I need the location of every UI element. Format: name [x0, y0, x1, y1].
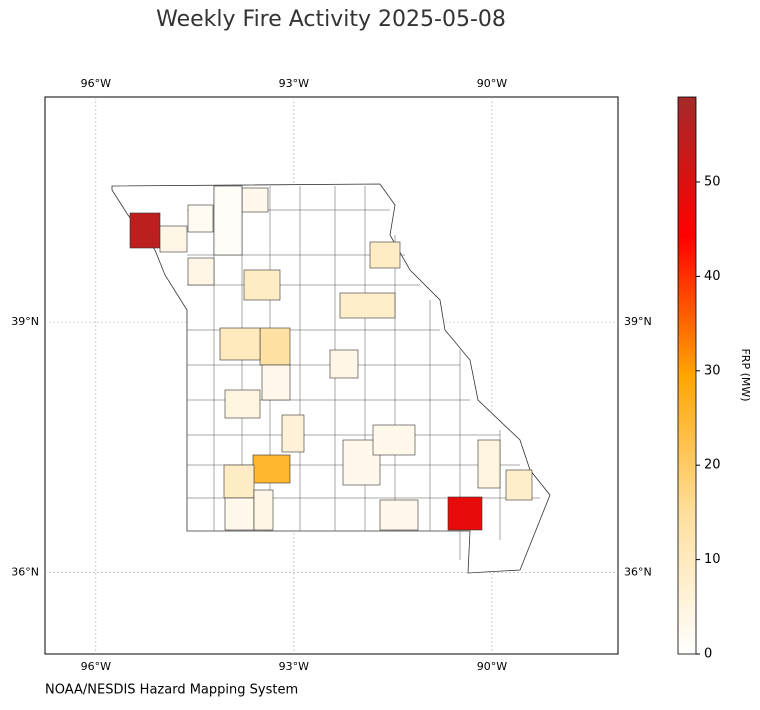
county — [339, 292, 396, 319]
state-outline — [111, 183, 551, 574]
lat-label: 39°N — [624, 315, 652, 328]
colorbar-tick-label: 50 — [704, 174, 721, 189]
county — [261, 364, 291, 401]
county — [281, 414, 305, 453]
lon-label: 90°W — [477, 77, 507, 90]
county — [224, 389, 261, 419]
map-title: Weekly Fire Activity 2025-05-08 — [156, 7, 506, 32]
colorbar-label: FRP (MW) — [739, 348, 752, 401]
county — [213, 185, 243, 256]
county — [259, 327, 291, 366]
lon-label: 96°W — [81, 77, 111, 90]
county — [187, 204, 214, 233]
county — [379, 499, 419, 531]
county — [187, 257, 215, 286]
colorbar-tick-label: 0 — [704, 647, 712, 662]
county — [223, 464, 255, 499]
lon-label: 93°W — [279, 660, 309, 673]
colorbar-tick-label: 30 — [704, 363, 721, 378]
lon-label: 90°W — [477, 660, 507, 673]
lat-label: 36°N — [11, 565, 39, 578]
colorbar — [677, 96, 697, 655]
lon-label: 96°W — [81, 660, 111, 673]
colorbar-tick-label: 10 — [704, 552, 721, 567]
lat-label: 36°N — [624, 565, 652, 578]
county — [447, 496, 483, 531]
colorbar-tick-label: 20 — [704, 458, 721, 473]
county — [224, 497, 255, 531]
county — [372, 424, 416, 456]
county — [243, 269, 281, 301]
county — [329, 349, 359, 379]
lon-label: 93°W — [279, 77, 309, 90]
source-note: NOAA/NESDIS Hazard Mapping System — [45, 683, 298, 698]
county — [369, 241, 401, 269]
county — [129, 212, 161, 249]
county — [241, 187, 269, 213]
county — [477, 439, 501, 489]
county — [253, 489, 274, 531]
colorbar-tick-label: 40 — [704, 269, 721, 284]
county — [252, 454, 291, 484]
lat-label: 39°N — [11, 315, 39, 328]
county — [505, 469, 533, 501]
county — [159, 225, 188, 253]
county — [219, 327, 261, 361]
